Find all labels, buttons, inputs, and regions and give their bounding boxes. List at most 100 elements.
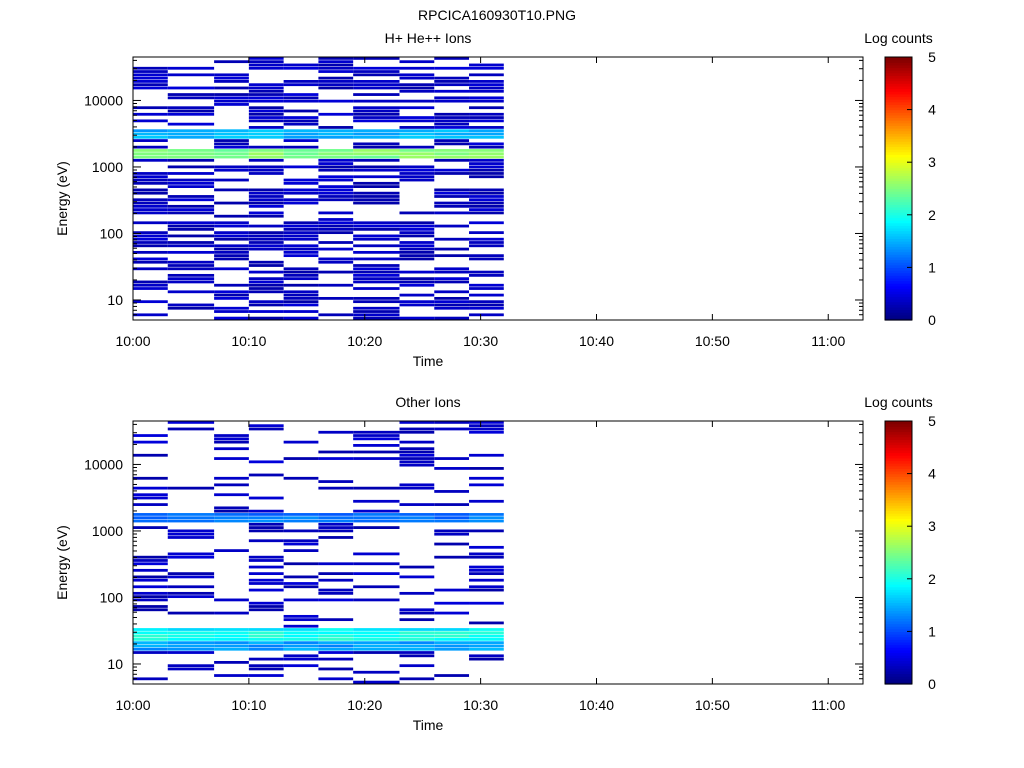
colorbar-segment	[885, 298, 912, 303]
heatmap-cell	[353, 430, 400, 434]
heatmap-cell	[133, 106, 168, 110]
heatmap-cell	[353, 57, 400, 60]
heatmap-cell	[399, 450, 435, 454]
heatmap-cell	[214, 214, 249, 218]
heatmap-cell	[318, 129, 354, 133]
heatmap-cell	[248, 211, 284, 215]
heatmap-cell	[353, 450, 400, 454]
heatmap-cell	[283, 273, 319, 277]
colorbar-segment	[885, 447, 912, 451]
heatmap-cell	[353, 149, 400, 152]
heatmap-cell	[214, 631, 249, 635]
colorbar-segment	[885, 177, 912, 182]
heatmap-cell	[469, 241, 504, 244]
heatmap-cell	[469, 152, 504, 156]
heatmap-cell	[434, 152, 470, 156]
heatmap-cell	[353, 562, 400, 566]
colorbar-segment	[885, 468, 912, 472]
colorbar-segment	[885, 523, 912, 527]
colorbar-segment	[885, 531, 912, 535]
heatmap-cell	[434, 191, 470, 195]
heatmap-cell	[133, 149, 168, 152]
heatmap-cell	[469, 149, 504, 152]
y-tick-label: 1000	[92, 159, 123, 175]
heatmap-cell	[214, 103, 249, 106]
heatmap-cell	[399, 618, 435, 622]
heatmap-cell	[353, 155, 400, 159]
heatmap-cell	[214, 483, 249, 487]
heatmap-cell	[399, 628, 435, 631]
heatmap-cell	[353, 296, 400, 300]
heatmap-cell	[469, 221, 504, 225]
heatmap-cell	[167, 513, 215, 516]
heatmap-cell	[133, 80, 168, 83]
heatmap-cell	[434, 195, 470, 198]
heatmap-cell	[248, 608, 284, 612]
heatmap-cell	[434, 421, 470, 424]
heatmap-cell	[214, 188, 249, 192]
heatmap-cell	[133, 178, 168, 182]
heatmap-cell	[318, 572, 354, 576]
heatmap-cell	[283, 644, 319, 648]
heatmap-cell	[353, 519, 400, 523]
heatmap-cell	[434, 270, 470, 274]
heatmap-cell	[248, 555, 284, 559]
x-tick-label: 10:00	[115, 697, 150, 713]
colorbar-segment	[885, 573, 912, 577]
heatmap-cell	[353, 185, 400, 188]
panel-title: H+ He++ Ions	[385, 30, 472, 46]
heatmap-cell	[353, 641, 400, 645]
heatmap-cell	[283, 139, 319, 142]
heatmap-cell	[283, 244, 319, 248]
heatmap-cell	[248, 106, 284, 110]
heatmap-cell	[353, 644, 400, 648]
heatmap-cell	[318, 99, 354, 103]
heatmap-cell	[434, 634, 470, 638]
heatmap-cell	[133, 175, 168, 179]
heatmap-cell	[469, 83, 504, 87]
heatmap-cell	[133, 595, 168, 599]
heatmap-cell	[133, 204, 168, 208]
heatmap-cell	[434, 237, 470, 241]
heatmap-cell	[133, 181, 168, 185]
heatmap-cell	[248, 526, 284, 529]
heatmap-cell	[399, 486, 435, 490]
colorbar-segment	[885, 513, 912, 517]
heatmap-cells	[133, 421, 504, 684]
heatmap-cell	[353, 628, 400, 631]
heatmap-cell	[167, 644, 215, 648]
heatmap-cell	[469, 283, 504, 287]
heatmap-cell	[167, 634, 215, 638]
heatmap-cell	[318, 168, 354, 172]
heatmap-cell	[214, 142, 249, 146]
heatmap-cell	[353, 444, 400, 447]
heatmap-cell	[318, 486, 354, 490]
colorbar-segment	[885, 70, 912, 74]
heatmap-cell	[399, 440, 435, 444]
heatmap-cell	[434, 76, 470, 80]
heatmap-cell	[353, 552, 400, 556]
heatmap-cell	[248, 86, 284, 90]
heatmap-cell	[353, 280, 400, 284]
heatmap-cell	[353, 437, 400, 441]
x-tick-label: 11:00	[811, 333, 845, 349]
colorbar-segment	[885, 204, 912, 208]
heatmap-cell	[133, 280, 168, 284]
heatmap-cell	[469, 270, 504, 274]
colorbar-segment	[885, 457, 912, 462]
heatmap-cell	[469, 568, 504, 572]
colorbar-segment	[885, 170, 912, 174]
heatmap-cell	[434, 116, 470, 119]
heatmap-cell	[283, 293, 319, 297]
heatmap-cell	[248, 231, 284, 235]
heatmap-cell	[283, 234, 319, 238]
heatmap-cell	[167, 208, 215, 212]
colorbar-segment	[885, 607, 912, 611]
colorbar-segment	[885, 288, 912, 292]
heatmap-cell	[167, 664, 215, 668]
heatmap-cell	[167, 149, 215, 152]
colorbar-segment	[885, 291, 912, 295]
heatmap-cell	[469, 467, 504, 470]
heatmap-cell	[318, 457, 354, 460]
heatmap-cell	[353, 457, 400, 460]
